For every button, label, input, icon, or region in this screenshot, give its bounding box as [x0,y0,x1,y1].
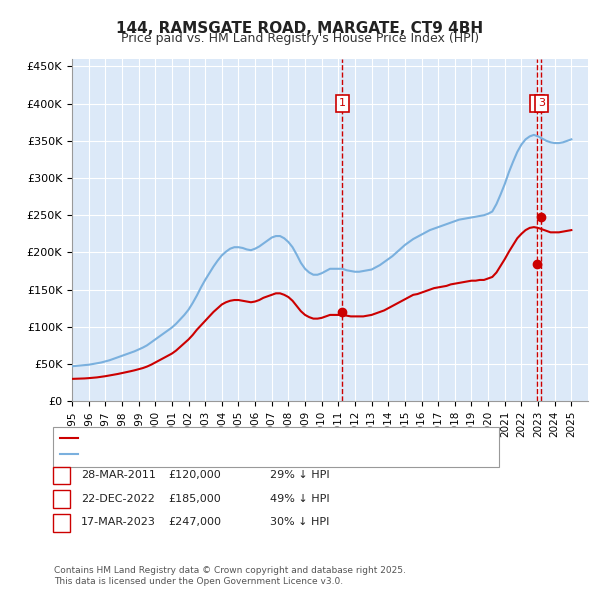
Text: 144, RAMSGATE ROAD, MARGATE, CT9 4BH (semi-detached house): 144, RAMSGATE ROAD, MARGATE, CT9 4BH (se… [81,434,430,443]
Text: £185,000: £185,000 [168,494,221,503]
Text: 49% ↓ HPI: 49% ↓ HPI [270,494,329,503]
Text: 17-MAR-2023: 17-MAR-2023 [81,517,156,527]
Text: 144, RAMSGATE ROAD, MARGATE, CT9 4BH: 144, RAMSGATE ROAD, MARGATE, CT9 4BH [116,21,484,35]
Text: 2: 2 [58,494,65,503]
Text: 30% ↓ HPI: 30% ↓ HPI [270,517,329,527]
Text: 3: 3 [538,99,545,109]
Text: 28-MAR-2011: 28-MAR-2011 [81,470,156,480]
Text: HPI: Average price, semi-detached house, Thanet: HPI: Average price, semi-detached house,… [81,450,339,459]
Text: £120,000: £120,000 [168,470,221,480]
Text: Price paid vs. HM Land Registry's House Price Index (HPI): Price paid vs. HM Land Registry's House … [121,32,479,45]
Text: 2: 2 [533,99,540,109]
Text: 29% ↓ HPI: 29% ↓ HPI [270,470,329,480]
Text: 1: 1 [58,470,65,480]
Text: 22-DEC-2022: 22-DEC-2022 [81,494,155,503]
Text: 1: 1 [339,99,346,109]
Text: £247,000: £247,000 [168,517,221,527]
Text: 3: 3 [58,517,65,527]
Text: Contains HM Land Registry data © Crown copyright and database right 2025.
This d: Contains HM Land Registry data © Crown c… [54,566,406,586]
